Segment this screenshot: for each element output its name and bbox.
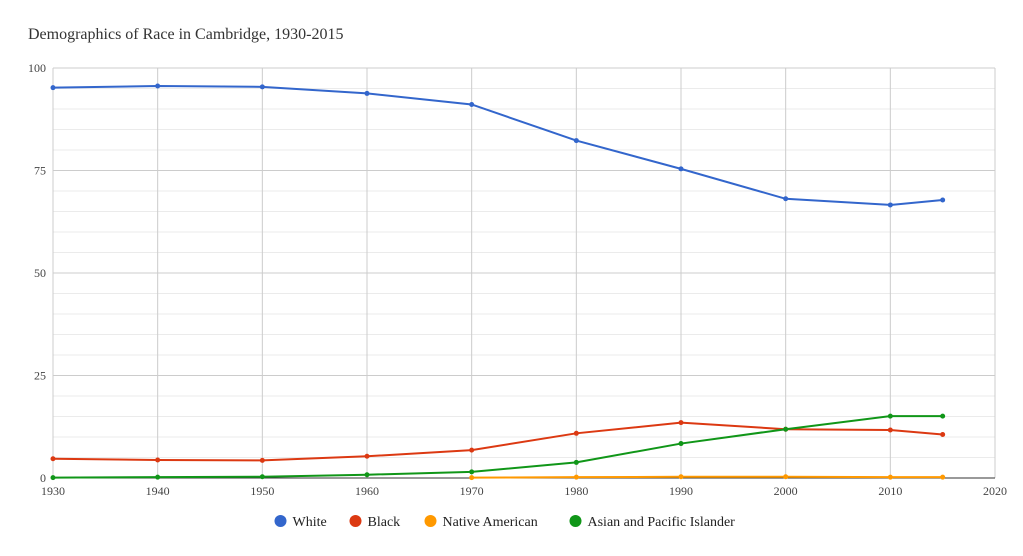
- y-axis: 0 25 50 75 100: [28, 61, 46, 485]
- legend-item-black[interactable]: Black: [349, 515, 401, 530]
- data-point-white[interactable]: [678, 166, 684, 172]
- data-point-white[interactable]: [783, 196, 789, 202]
- legend-swatch-icon: [569, 515, 582, 527]
- x-tick-label: 1990: [669, 484, 693, 498]
- x-tick-label: 2020: [983, 484, 1007, 498]
- x-tick-label: 1980: [564, 484, 588, 498]
- x-tick-label: 1930: [41, 484, 65, 498]
- data-point-asian-and-pacific-islander[interactable]: [678, 441, 684, 447]
- y-tick-label: 50: [34, 266, 46, 280]
- x-tick-label: 2010: [878, 484, 902, 498]
- data-point-black[interactable]: [50, 456, 56, 462]
- series-line-native-american: [471, 475, 943, 479]
- grid: [52, 67, 996, 479]
- data-point-white[interactable]: [573, 138, 579, 144]
- data-point-native-american[interactable]: [573, 474, 579, 480]
- data-point-white[interactable]: [259, 84, 265, 90]
- x-tick-label: 1960: [355, 484, 379, 498]
- y-tick-label: 25: [34, 369, 46, 383]
- chart-title: Demographics of Race in Cambridge, 1930-…: [28, 26, 344, 43]
- x-tick-label: 1970: [460, 484, 484, 498]
- data-point-native-american[interactable]: [678, 474, 684, 480]
- legend-item-asian-and-pacific-islander[interactable]: Asian and Pacific Islander: [569, 515, 736, 530]
- data-point-black[interactable]: [364, 453, 370, 459]
- data-point-white[interactable]: [887, 202, 893, 208]
- legend-label: Asian and Pacific Islander: [588, 515, 736, 530]
- data-point-white[interactable]: [50, 85, 56, 91]
- x-tick-label: 1940: [146, 484, 170, 498]
- x-tick-label: 1950: [250, 484, 274, 498]
- data-point-asian-and-pacific-islander[interactable]: [469, 469, 475, 475]
- data-point-asian-and-pacific-islander[interactable]: [940, 413, 946, 419]
- data-point-white[interactable]: [469, 101, 475, 107]
- data-point-native-american[interactable]: [469, 475, 475, 481]
- data-point-asian-and-pacific-islander[interactable]: [887, 413, 893, 419]
- data-point-asian-and-pacific-islander[interactable]: [259, 474, 265, 480]
- data-point-asian-and-pacific-islander[interactable]: [155, 474, 161, 480]
- x-axis: 1930 1940 1950 1960 1970 1980 1990 2000 2010 2020: [41, 477, 1007, 498]
- series-group: [50, 83, 946, 481]
- data-point-black[interactable]: [940, 432, 946, 438]
- series-line-asian-and-pacific-islander: [52, 415, 943, 479]
- data-point-native-american[interactable]: [783, 474, 789, 480]
- data-point-black[interactable]: [259, 457, 265, 463]
- data-point-native-american[interactable]: [940, 474, 946, 480]
- x-tick-label: 2000: [774, 484, 798, 498]
- data-point-white[interactable]: [155, 83, 161, 89]
- series-line-black: [52, 421, 943, 462]
- data-point-black[interactable]: [887, 427, 893, 433]
- y-tick-label: 75: [34, 164, 46, 178]
- legend-item-native-american[interactable]: Native American: [424, 515, 538, 530]
- legend: White Black Native American Asian and Pacif…: [274, 515, 736, 530]
- data-point-black[interactable]: [469, 447, 475, 453]
- legend-swatch-icon: [424, 515, 437, 527]
- data-point-asian-and-pacific-islander[interactable]: [364, 472, 370, 478]
- legend-label: Black: [368, 515, 401, 530]
- data-point-black[interactable]: [573, 430, 579, 436]
- legend-item-white[interactable]: White: [274, 515, 327, 530]
- series-line-white: [52, 85, 943, 206]
- data-point-native-american[interactable]: [887, 474, 893, 480]
- data-point-asian-and-pacific-islander[interactable]: [573, 459, 579, 465]
- y-tick-label: 100: [28, 61, 46, 75]
- data-point-white[interactable]: [940, 197, 946, 203]
- data-point-asian-and-pacific-islander[interactable]: [50, 475, 56, 481]
- y-tick-label: 0: [40, 471, 46, 485]
- legend-label: White: [293, 515, 327, 530]
- data-point-asian-and-pacific-islander[interactable]: [783, 426, 789, 432]
- data-point-white[interactable]: [364, 90, 370, 96]
- data-point-black[interactable]: [678, 420, 684, 426]
- data-point-black[interactable]: [155, 457, 161, 463]
- legend-label: Native American: [443, 515, 538, 530]
- legend-swatch-icon: [274, 515, 287, 527]
- legend-swatch-icon: [349, 515, 362, 527]
